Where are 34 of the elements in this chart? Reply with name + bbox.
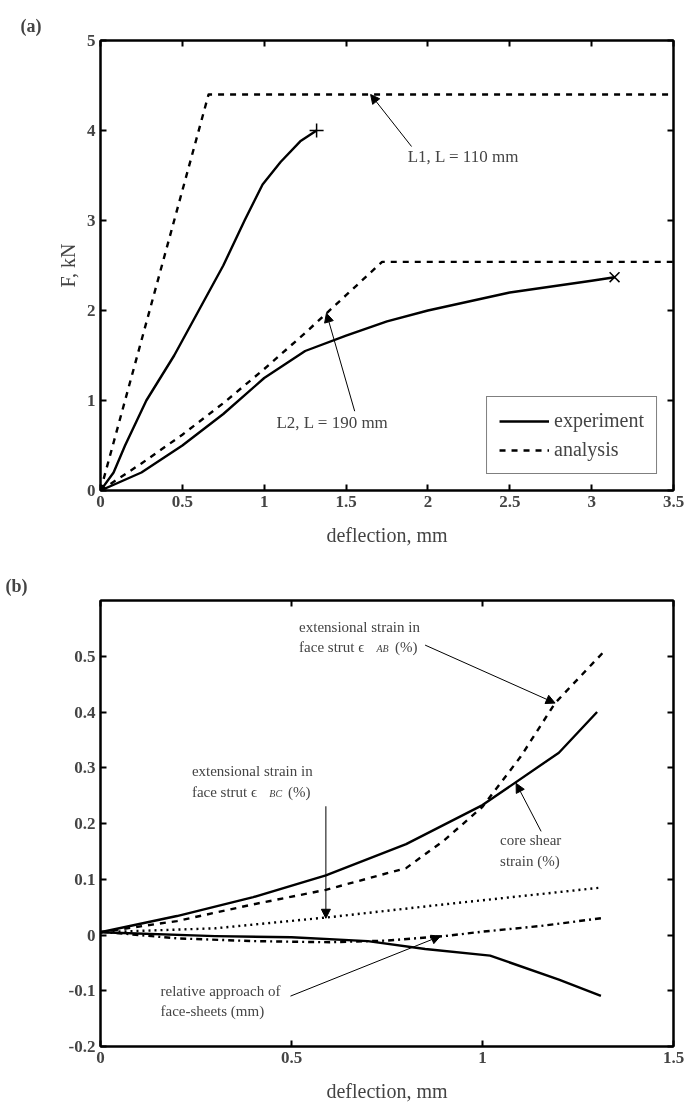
annotation: L2, L = 190 mm — [276, 413, 388, 433]
x-tick-label: 0.5 — [280, 1047, 303, 1067]
y-tick-label: 1 — [87, 391, 96, 410]
x-tick-label: 3 — [587, 491, 596, 511]
legend-label: experiment — [554, 409, 644, 432]
y-tick-label: 0.5 — [74, 646, 96, 666]
y-tick-label: 0.3 — [74, 758, 96, 778]
y-tick-label: 0.1 — [74, 869, 96, 889]
y-tick-label: 5 — [87, 31, 96, 50]
x-tick-label: 1.5 — [662, 1047, 685, 1067]
x-tick-label: 3.5 — [662, 491, 685, 511]
x-tick-label: 2 — [423, 491, 433, 511]
annotation: L1, L = 110 mm — [407, 146, 519, 166]
x-axis-title: deflection, mm — [326, 523, 448, 546]
chart-title: (a) — [20, 15, 42, 37]
annotation: relative approach of face-sheets (mm) — [160, 983, 281, 1021]
y-tick-label: 0.2 — [74, 814, 96, 833]
y-tick-label: -0.2 — [68, 1037, 96, 1056]
annotation: core shear strain (%) — [500, 832, 562, 870]
x-axis-title: deflection, mm — [326, 1079, 448, 1102]
y-tick-label: 2 — [87, 301, 96, 320]
legend-label: analysis — [554, 438, 619, 461]
y-tick-label: 3 — [87, 211, 96, 230]
y-tick-label: -0.1 — [68, 981, 96, 1001]
x-tick-label: 1 — [259, 491, 269, 511]
y-tick-label: 0 — [87, 925, 96, 945]
y-tick-label: 0.4 — [74, 702, 96, 722]
x-tick-label: 2.5 — [499, 491, 521, 511]
x-tick-label: 0.5 — [171, 491, 193, 511]
y-tick-label: 4 — [87, 121, 96, 140]
chart-title: (b) — [5, 575, 28, 597]
x-tick-label: 1 — [478, 1047, 487, 1067]
y-axis-title: F, kN — [57, 243, 79, 288]
x-tick-label: 1.5 — [335, 491, 357, 511]
